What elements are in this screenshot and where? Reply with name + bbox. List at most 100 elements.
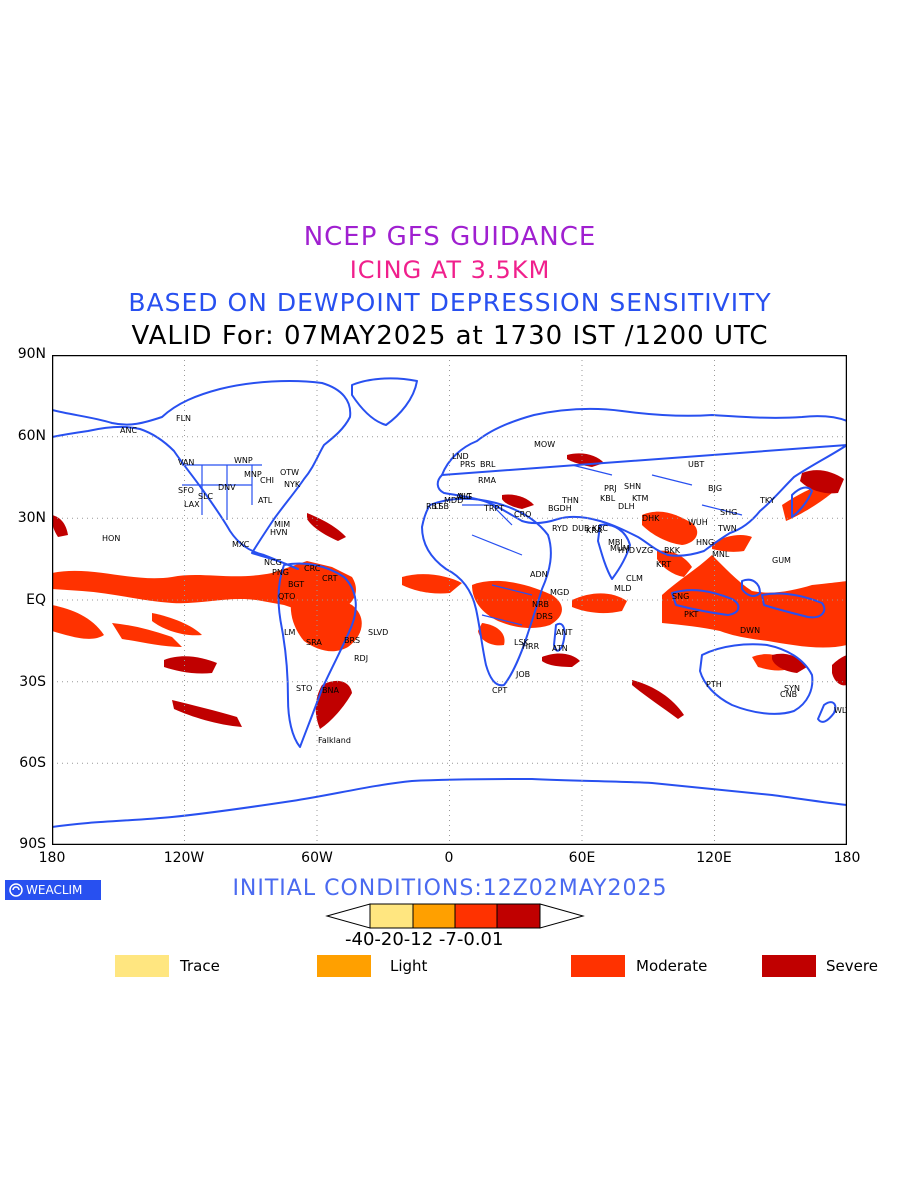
legend-swatch-severe <box>762 955 816 977</box>
city-label-clm: CLM <box>626 574 643 583</box>
city-label-adn: ADN <box>530 570 548 579</box>
city-label-gum: GUM <box>772 556 791 565</box>
city-label-ncg: NCG <box>264 558 282 567</box>
city-label-mow: MOW <box>534 440 555 449</box>
colorbar <box>325 903 585 929</box>
city-label-wuh: WUH <box>688 518 708 527</box>
city-label-mgd: MGD <box>550 588 569 597</box>
city-label-hyd: HYD <box>618 546 635 555</box>
city-label-ktm: KTM <box>632 494 649 503</box>
city-label-dub: DUB <box>572 524 590 533</box>
city-label-thn: THN <box>561 496 579 505</box>
weaclim-logo: WEACLIM <box>5 880 101 900</box>
city-label-crt: CRT <box>322 574 338 583</box>
city-label-chi: CHI <box>260 476 274 485</box>
city-label-falkland: Falkland <box>318 736 351 745</box>
city-label-mum: MUM <box>610 544 630 553</box>
city-label-mld: MLD <box>614 584 632 593</box>
city-label-kbl: KBL <box>600 494 616 503</box>
lat-label-60n: 60N <box>17 428 46 444</box>
world-map: ANC FLN VAN WNP MNP OTW CHI NYK SFO DNV ATL SLC LAX H… <box>52 355 847 845</box>
city-label-vzg: VZG <box>636 546 653 555</box>
colorbar-moderate <box>454 903 498 929</box>
city-label-cpt: CPT <box>492 686 507 695</box>
city-label-hrr: HRR <box>522 642 540 651</box>
logo-text: WEACLIM <box>26 883 83 897</box>
city-label-wnp: WNP <box>234 456 253 465</box>
title-line-1: NCEP GFS GUIDANCE <box>303 222 597 252</box>
legend-swatch-moderate <box>571 955 625 977</box>
city-label-png: PNG <box>272 568 289 577</box>
city-label-lsk: LSK <box>514 638 530 647</box>
city-label-kra: KRA <box>586 526 602 535</box>
city-label-pth: PTH <box>706 680 722 689</box>
city-label-bgdh: BGDH <box>548 504 572 513</box>
city-label-shn: SHN <box>624 482 641 491</box>
lat-label-90n: 90N <box>17 346 46 362</box>
city-label-ant: ANT <box>556 628 572 637</box>
colorbar-trace <box>369 903 414 929</box>
city-label-rdj: RDJ <box>354 654 368 663</box>
gridlines <box>52 355 847 845</box>
city-label-pkt: PKT <box>684 610 698 619</box>
city-label-mim: MIM <box>274 520 290 529</box>
city-label-bkk: BKK <box>664 546 681 555</box>
lon-label-60e: 60E <box>568 850 596 866</box>
city-label-mbi: MBI <box>608 538 623 547</box>
city-label-slc: SLC <box>198 492 214 501</box>
moderate-icing-areas <box>52 483 847 671</box>
city-label-otw: OTW <box>280 468 299 477</box>
city-label-dwn: DWN <box>740 626 760 635</box>
city-label-sto: STO <box>296 684 312 693</box>
legend-label-trace: Trace <box>180 957 220 975</box>
city-label-alt: ALT <box>458 492 472 501</box>
legend-label-severe: Severe <box>826 957 878 975</box>
city-label-rbt: RBT <box>426 502 442 511</box>
city-label-lax: LAX <box>184 500 200 509</box>
city-label-bjg: BJG <box>708 484 722 493</box>
severe-icing-areas <box>52 453 847 729</box>
city-label-krt: KRT <box>656 560 671 569</box>
city-label-nrb: NRB <box>532 600 549 609</box>
lat-label-90s: 90S <box>19 836 46 852</box>
lon-label-180e: 180 <box>833 850 861 866</box>
city-label-bna: BNA <box>322 686 339 695</box>
legend-label-light: Light <box>390 957 428 975</box>
legend-swatch-light <box>317 955 371 977</box>
lat-label-60s: 60S <box>19 755 46 771</box>
colorbar-labels: -40-20-12 -7-0.01 <box>345 929 504 950</box>
city-label-tky: TKY <box>759 496 775 505</box>
city-label-shg: SHG <box>720 508 737 517</box>
city-label-sng: SNG <box>672 592 689 601</box>
city-label-hon: HON <box>102 534 120 543</box>
city-label-prj: PRJ <box>604 484 617 493</box>
lat-label-eq: EQ <box>26 592 46 608</box>
lon-label-180w: 180 <box>38 850 66 866</box>
city-label-crc: CRC <box>304 564 321 573</box>
city-label-twn: TWN <box>717 524 737 533</box>
city-label-sfo: SFO <box>178 486 194 495</box>
lon-label-120w: 120W <box>163 850 205 866</box>
valid-time-line: VALID For: 07MAY2025 at 1730 IST /1200 U… <box>131 321 769 351</box>
city-label-prs: PRS <box>460 460 475 469</box>
lat-label-30n: 30N <box>17 510 46 526</box>
city-label-lsb: LSB <box>434 502 449 511</box>
initial-conditions: INITIAL CONDITIONS:12Z02MAY2025 <box>232 876 668 901</box>
city-label-alg: ALG <box>456 492 472 501</box>
city-label-rma: RMA <box>478 476 496 485</box>
city-label-bgt: BGT <box>288 580 304 589</box>
legend-swatch-trace <box>115 955 169 977</box>
city-label-krc: KRC <box>592 524 608 533</box>
city-label-qto: QTO <box>278 592 295 601</box>
colorbar-light <box>412 903 456 929</box>
city-label-fln: FLN <box>176 414 191 423</box>
city-label-sra: SRA <box>306 638 322 647</box>
city-label-brl: BRL <box>480 460 496 469</box>
city-label-dhk: DHK <box>642 514 660 523</box>
city-label-mnp: MNP <box>244 470 262 479</box>
city-label-anc: ANC <box>120 426 137 435</box>
lon-label-0: 0 <box>444 850 454 866</box>
logo-icon <box>9 883 23 897</box>
